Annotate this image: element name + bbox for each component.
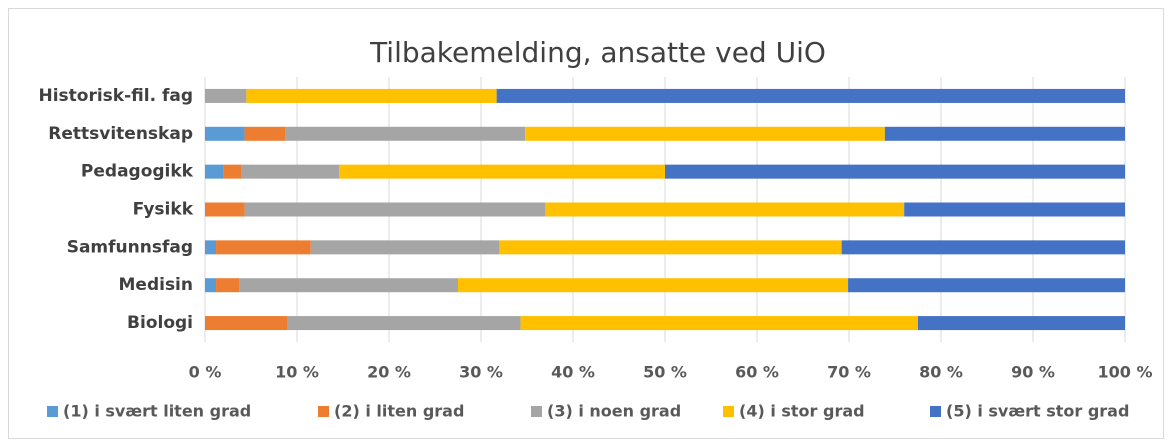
legend-swatch [930,406,941,417]
bar-segment [205,164,224,179]
bar-segment [496,88,1125,103]
legend-swatch [531,406,542,417]
bar-segment [244,202,546,217]
x-tick-label: 90 % [1011,363,1055,382]
bar-segment [205,88,247,103]
legend-swatch [723,406,734,417]
bar-segment [918,316,1125,331]
x-tick-label: 70 % [827,363,871,382]
bar-segment [223,164,242,179]
y-tick-label: Biologi [127,313,193,333]
bar-segment [287,316,521,331]
bar-segment [285,126,526,141]
legend-label: (2) i liten grad [334,402,464,421]
bar-segment [205,240,217,255]
x-tick-label: 60 % [735,363,779,382]
x-tick-label: 50 % [643,363,687,382]
legend-swatch [47,406,58,417]
bar-segment [884,126,1125,141]
x-tick-label: 20 % [367,363,411,382]
y-tick-label: Medisin [119,275,194,295]
y-tick-label: Rettsvitenskap [48,124,193,144]
chart-title: Tilbakemelding, ansatte ved UiO [369,36,826,69]
bar-segment [205,126,245,141]
legend-label: (1) i svært liten grad [63,402,251,421]
legend-label: (4) i stor grad [739,402,865,421]
y-tick-label: Historisk-fil. fag [38,86,193,106]
legend-label: (5) i svært stor grad [946,402,1129,421]
x-tick-label: 80 % [919,363,963,382]
bar-segment [216,240,311,255]
bar-segment [310,240,500,255]
legend-label: (3) i noen grad [547,402,681,421]
bar-segment [205,202,245,217]
bar-segment [216,278,240,293]
y-tick-label: Samfunnsfag [67,237,193,257]
bar-segment [499,240,842,255]
bar-segment [665,164,1125,179]
legend-swatch [318,406,329,417]
x-tick-label: 40 % [551,363,595,382]
bar-segment [205,278,217,293]
y-tick-label: Fysikk [133,200,194,220]
bar-segment [545,202,905,217]
bar-segment [205,316,288,331]
x-tick-label: 30 % [459,363,503,382]
bar-segment [246,88,497,103]
chart-border [8,8,1164,439]
bar-segment [239,278,458,293]
bar-segment [458,278,849,293]
bar-segment [904,202,1125,217]
x-tick-label: 10 % [275,363,319,382]
bar-segment [339,164,665,179]
bar-segment [520,316,918,331]
y-tick-label: Pedagogikk [81,162,194,182]
bar-segment [848,278,1125,293]
bar-segment [841,240,1125,255]
x-tick-label: 0 % [189,363,222,382]
x-tick-label: 100 % [1098,363,1153,382]
bar-segment [525,126,885,141]
bar-segment [241,164,340,179]
bar-segment [244,126,286,141]
